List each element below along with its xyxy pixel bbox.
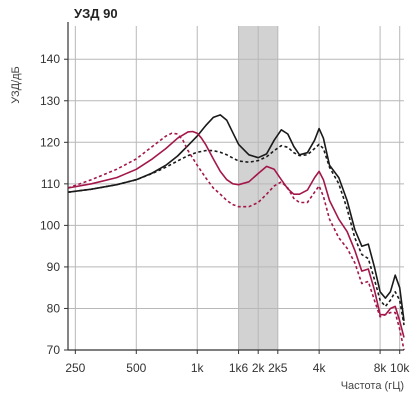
series-line-1: [67, 114, 405, 322]
x-tick-label: 4k: [313, 361, 327, 375]
y-tick-label: 130: [40, 94, 60, 108]
y-tick-label: 120: [40, 135, 60, 149]
y-tick-label: 90: [47, 260, 61, 274]
y-tick-label: 110: [41, 177, 60, 191]
x-tick-label: 10k: [390, 361, 410, 375]
x-tick-label: 1k: [191, 361, 205, 375]
x-tick-label: 250: [65, 361, 85, 375]
x-tick-label: 500: [126, 361, 146, 375]
x-tick-label: 2k5: [268, 361, 288, 375]
series-line-4: [67, 132, 405, 351]
chart-title: УЗД 90: [74, 6, 118, 21]
series-line-3: [67, 130, 405, 338]
y-tick-label: 80: [47, 301, 61, 315]
series-line-2: [67, 143, 405, 326]
x-tick-label: 1k6: [229, 361, 249, 375]
x-tick-label: 8k: [374, 361, 388, 375]
y-tick-label: 100: [40, 218, 60, 232]
y-tick-label: 70: [47, 343, 61, 357]
x-axis-label: Частота (гЦ): [341, 380, 404, 392]
y-tick-label: 140: [40, 52, 60, 66]
y-axis-label: УЗД/дБ: [10, 66, 22, 104]
x-tick-label: 2k: [252, 361, 266, 375]
